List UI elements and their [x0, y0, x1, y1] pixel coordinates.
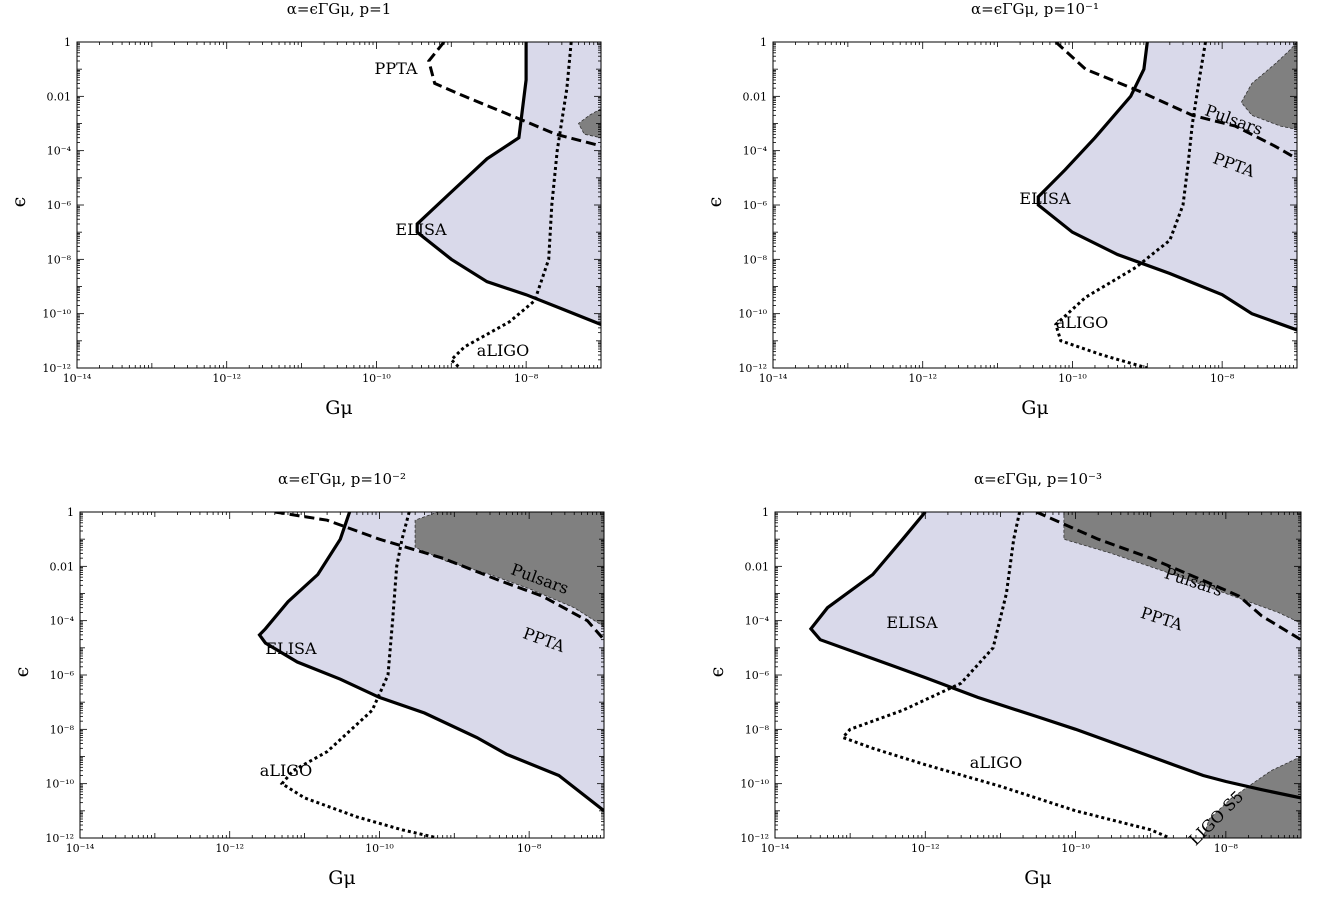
y-tick-label: 10⁻⁸ — [50, 723, 75, 736]
x-tick-label: 10⁻⁸ — [517, 842, 542, 855]
x-axis-label: Gμ — [325, 397, 353, 419]
y-tick-label: 10⁻¹⁰ — [740, 778, 769, 791]
y-tick-label: 10⁻¹² — [740, 832, 769, 845]
panel-title: α=ϵΓGμ, p=10⁻¹ — [971, 0, 1099, 18]
pulsars-excluded-region — [1063, 512, 1301, 624]
y-tick-label: 10⁻¹² — [738, 362, 767, 375]
y-tick-label: 10⁻⁴ — [743, 145, 768, 158]
ppta-label: PPTA — [375, 59, 418, 78]
panel-title: α=ϵΓGμ, p=10⁻³ — [974, 470, 1102, 488]
elisa-sensitivity-region — [810, 512, 1301, 798]
x-tick-label: 10⁻¹⁰ — [1061, 842, 1090, 855]
y-tick-label: 1 — [64, 36, 71, 49]
elisa-curve — [808, 512, 1301, 800]
aligo-curve — [279, 512, 439, 838]
x-tick-label: 10⁻¹⁴ — [66, 842, 95, 855]
elisa-sensitivity-region — [417, 42, 601, 325]
x-tick-label: 10⁻¹² — [215, 842, 244, 855]
x-tick-label: 10⁻¹⁰ — [362, 372, 391, 385]
y-tick-label: 0.01 — [743, 90, 768, 103]
x-tick-label: 10⁻⁸ — [514, 372, 539, 385]
y-tick-label: 1 — [760, 36, 767, 49]
y-tick-label: 10⁻⁴ — [47, 145, 72, 158]
y-tick-label: 0.01 — [47, 90, 72, 103]
panel-title: α=ϵΓGμ, p=1 — [287, 0, 392, 18]
y-tick-label: 10⁻¹⁰ — [738, 308, 767, 321]
x-tick-label: 10⁻¹² — [911, 842, 940, 855]
y-tick-label: 10⁻⁸ — [47, 253, 72, 266]
panel-4: 10⁻¹⁴ 10⁻¹² 10⁻¹⁰ 10⁻⁸10⁻¹²10⁻¹⁰10⁻⁸10⁻⁶10⁻… — [706, 470, 1302, 889]
elisa-label: ELISA — [886, 613, 938, 632]
y-tick-label: 10⁻¹² — [42, 362, 71, 375]
pulsars-excluded-region — [414, 512, 604, 628]
y-tick-label: 10⁻⁴ — [50, 615, 75, 628]
aligo-label: aLIGO — [970, 753, 1022, 772]
x-axis-label: Gμ — [1021, 397, 1049, 419]
y-axis-label: ϵ — [11, 667, 33, 678]
y-tick-label: 10⁻⁶ — [47, 199, 72, 212]
x-tick-label: 10⁻⁸ — [1214, 842, 1239, 855]
aligo-curve — [1054, 42, 1207, 368]
plot-area — [415, 42, 601, 368]
elisa-label: ELISA — [395, 220, 447, 239]
panel-3: 10⁻¹⁴ 10⁻¹² 10⁻¹⁰ 10⁻⁸10⁻¹²10⁻¹⁰10⁻⁸10⁻⁶10⁻… — [11, 470, 605, 889]
x-tick-label: 10⁻¹⁰ — [1058, 372, 1087, 385]
x-axis-label: Gμ — [1024, 867, 1052, 889]
y-axis-label: ϵ — [704, 197, 726, 208]
pulsars-excluded-region — [577, 108, 601, 139]
x-tick-label: 10⁻¹² — [212, 372, 241, 385]
y-tick-label: 1 — [762, 506, 769, 519]
y-tick-label: 0.01 — [745, 560, 770, 573]
plot-area — [808, 512, 1301, 838]
panel-2: 10⁻¹⁴ 10⁻¹² 10⁻¹⁰ 10⁻⁸10⁻¹²10⁻¹⁰10⁻⁸10⁻⁶10⁻… — [704, 0, 1298, 419]
x-tick-label: 10⁻¹⁴ — [759, 372, 788, 385]
ppta-curve — [1035, 512, 1301, 641]
aligo-label: aLIGO — [260, 761, 312, 780]
x-tick-label: 10⁻¹⁴ — [761, 842, 790, 855]
elisa-curve — [257, 512, 604, 813]
pulsars-excluded-region — [1240, 42, 1297, 130]
plot-area — [257, 512, 604, 838]
elisa-sensitivity-region — [1038, 42, 1297, 330]
ppta-curve — [274, 512, 604, 641]
y-tick-label: 10⁻¹² — [45, 832, 74, 845]
aligo-label: aLIGO — [1056, 313, 1108, 332]
panel-title: α=ϵΓGμ, p=10⁻² — [278, 470, 406, 488]
aligo-label: aLIGO — [477, 341, 529, 360]
x-tick-label: 10⁻¹² — [908, 372, 937, 385]
ppta-curve — [427, 42, 601, 148]
x-tick-label: 10⁻¹⁴ — [63, 372, 92, 385]
elisa-curve — [1036, 42, 1297, 332]
y-tick-label: 10⁻⁴ — [745, 615, 770, 628]
elisa-label: ELISA — [265, 639, 317, 658]
y-tick-label: 10⁻¹⁰ — [45, 778, 74, 791]
panel-1: 10⁻¹⁴ 10⁻¹² 10⁻¹⁰ 10⁻⁸10⁻¹²10⁻¹⁰10⁻⁸10⁻⁶10⁻… — [8, 0, 602, 419]
ligo_s5-excluded-region — [1202, 756, 1301, 838]
y-tick-label: 10⁻⁶ — [50, 669, 75, 682]
x-tick-label: 10⁻⁸ — [1210, 372, 1235, 385]
elisa-curve — [415, 42, 601, 326]
y-tick-label: 10⁻⁶ — [743, 199, 768, 212]
y-tick-label: 10⁻¹⁰ — [42, 308, 71, 321]
y-tick-label: 0.01 — [50, 560, 75, 573]
x-tick-label: 10⁻¹⁰ — [365, 842, 394, 855]
y-tick-label: 10⁻⁶ — [745, 669, 770, 682]
plot-area — [1036, 42, 1297, 368]
x-axis-label: Gμ — [328, 867, 356, 889]
aligo-curve — [449, 42, 573, 368]
y-tick-label: 10⁻⁸ — [743, 253, 768, 266]
y-tick-label: 1 — [67, 506, 74, 519]
y-axis-label: ϵ — [706, 667, 728, 678]
elisa-label: ELISA — [1019, 189, 1071, 208]
y-tick-label: 10⁻⁸ — [745, 723, 770, 736]
y-axis-label: ϵ — [8, 197, 30, 208]
aligo-curve — [840, 512, 1171, 838]
